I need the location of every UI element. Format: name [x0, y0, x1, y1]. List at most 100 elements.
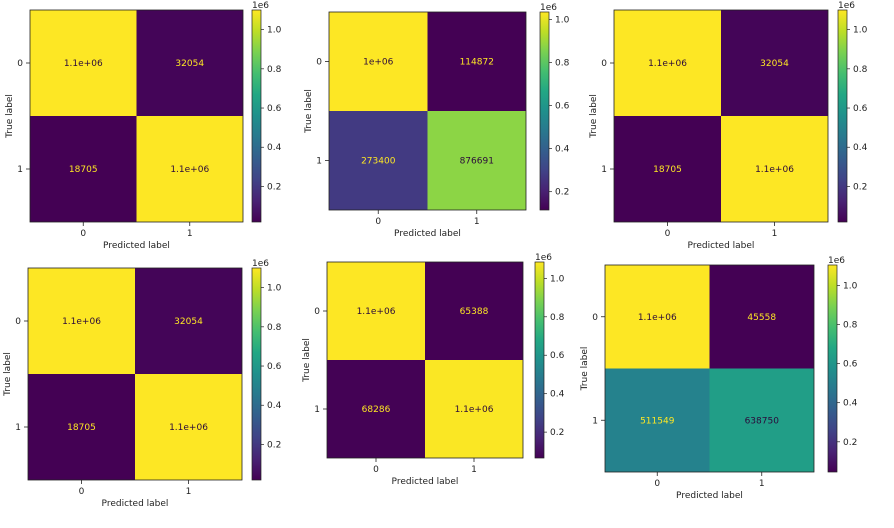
confusion-matrix-panel-1: 1.1e+06 32054 18705 1.1e+06 0 1 0 1 Predicted la… — [5, 1, 282, 251]
colorbar-tick-label: 0.8 — [267, 65, 282, 75]
cell-value-label: 45558 — [747, 313, 776, 323]
y-tick-label: 1 — [592, 416, 598, 426]
cell-value-label: 65388 — [460, 307, 489, 317]
matrix-frame — [604, 264, 815, 473]
x-tick-label: 0 — [375, 217, 381, 227]
colorbar-tick-label: 1.0 — [843, 281, 858, 291]
cell-value-label: 1.1e+06 — [638, 313, 677, 323]
cell-value-label: 1.1e+06 — [648, 59, 687, 69]
colorbar-tick-label: 0.2 — [267, 182, 281, 192]
y-tick-label: 0 — [15, 317, 21, 327]
colorbar-tick-label: 0.6 — [853, 104, 868, 114]
matrix-cell — [135, 268, 242, 374]
matrix-frame — [27, 267, 243, 481]
matrix-cell — [427, 12, 526, 111]
y-axis-label: True label — [302, 338, 312, 383]
confusion-matrix-panel-5: 1.1e+06 65388 68286 1.1e+06 0 1 0 1 Predicted la… — [302, 253, 565, 487]
cell-value-label: 638750 — [745, 416, 780, 426]
cell-value-label: 114872 — [460, 58, 494, 68]
colorbar-exponent-label: 1e6 — [252, 259, 269, 269]
matrix-cell — [329, 111, 428, 210]
colorbar-tick-label: 0.2 — [555, 188, 569, 198]
colorbar-tick-label: 0.4 — [555, 145, 570, 155]
cell-value-label: 18705 — [67, 423, 96, 433]
colorbar-tick-label: 1.0 — [550, 274, 565, 284]
x-tick-label: 1 — [772, 229, 778, 239]
confusion-matrix-panel-4: 1.1e+06 32054 18705 1.1e+06 0 1 0 1 Predicted la… — [3, 259, 282, 509]
colorbar — [837, 9, 848, 223]
matrix-frame — [328, 11, 527, 211]
x-axis-label: Predicted label — [394, 229, 461, 239]
matrix-cell — [136, 116, 243, 222]
x-tick-label: 1 — [187, 229, 193, 239]
x-tick-label: 0 — [80, 229, 86, 239]
cell-value-label: 1.1e+06 — [357, 307, 396, 317]
colorbar-tick-label: 0.6 — [267, 104, 282, 114]
matrix-cell — [329, 12, 428, 111]
y-axis-label: True label — [3, 352, 13, 397]
y-tick-label: 0 — [592, 313, 598, 323]
y-tick-label: 1 — [314, 405, 320, 415]
cell-value-label: 1.1e+06 — [455, 405, 494, 415]
colorbar — [539, 11, 550, 211]
colorbar-exponent-label: 1e6 — [838, 1, 855, 11]
x-tick-label: 0 — [665, 229, 671, 239]
y-tick-label: 1 — [17, 165, 23, 175]
cell-value-label: 18705 — [653, 165, 682, 175]
cell-value-label: 1e+06 — [363, 58, 394, 68]
cell-value-label: 876691 — [460, 157, 494, 167]
y-axis-label: True label — [580, 347, 590, 392]
x-tick-label: 0 — [373, 465, 379, 475]
x-tick-label: 0 — [79, 487, 85, 497]
matrix-cell — [605, 265, 710, 369]
colorbar-tick-label: 0.4 — [550, 390, 565, 400]
matrix-cell — [28, 374, 135, 480]
confusion-matrix-panel-3: 1.1e+06 32054 18705 1.1e+06 0 1 0 1 Predicted la… — [589, 1, 868, 251]
colorbar-tick-label: 0.4 — [843, 399, 858, 409]
confusion-matrix-panel-6: 1.1e+06 45558 511549 638750 0 1 0 1 Predicted la… — [580, 256, 858, 501]
y-tick-label: 1 — [316, 157, 322, 167]
confusion-matrix-panel-2: 1e+06 114872 273400 876691 0 1 0 1 Predicted lab… — [304, 3, 570, 239]
cell-value-label: 68286 — [362, 405, 391, 415]
colorbar-tick-label: 0.8 — [555, 59, 570, 69]
colorbar — [251, 9, 262, 223]
matrix-cell — [28, 268, 135, 374]
matrix-cell — [136, 10, 243, 116]
colorbar-tick-label: 0.6 — [550, 351, 565, 361]
matrix-cell — [425, 262, 523, 360]
matrix-cell — [614, 10, 721, 116]
colorbar-tick-label: 0.2 — [843, 438, 857, 448]
matrix-cell — [425, 360, 523, 458]
cell-value-label: 1.1e+06 — [170, 165, 209, 175]
colorbar-tick-label: 0.4 — [267, 143, 282, 153]
x-axis-label: Predicted label — [392, 477, 459, 487]
colorbar-tick-label: 0.2 — [550, 428, 564, 438]
matrix-cell — [709, 368, 814, 472]
y-axis-label: True label — [589, 94, 599, 139]
cell-value-label: 18705 — [69, 165, 98, 175]
cell-value-label: 32054 — [175, 59, 204, 69]
matrix-cell — [327, 262, 425, 360]
colorbar-tick-label: 0.4 — [853, 143, 868, 153]
colorbar-tick-label: 0.6 — [555, 102, 570, 112]
x-axis-label: Predicted label — [102, 499, 169, 509]
matrix-cell — [327, 360, 425, 458]
colorbar-tick-label: 0.6 — [843, 360, 858, 370]
y-tick-label: 0 — [17, 59, 23, 69]
x-tick-label: 1 — [186, 487, 192, 497]
matrix-cell — [709, 265, 814, 369]
colorbar-exponent-label: 1e6 — [535, 253, 552, 263]
colorbar-tick-label: 0.4 — [267, 401, 282, 411]
colorbar — [251, 267, 262, 481]
colorbar-tick-label: 0.2 — [853, 182, 867, 192]
matrix-cell — [614, 116, 721, 222]
matrix-cell — [721, 116, 828, 222]
matrix-frame — [29, 9, 244, 223]
colorbar-tick-label: 1.0 — [555, 16, 570, 26]
cell-value-label: 1.1e+06 — [755, 165, 794, 175]
x-tick-label: 1 — [471, 465, 477, 475]
colorbar-tick-label: 0.8 — [267, 323, 282, 333]
x-tick-label: 1 — [759, 479, 765, 489]
y-tick-label: 0 — [601, 59, 607, 69]
matrix-cell — [30, 10, 137, 116]
